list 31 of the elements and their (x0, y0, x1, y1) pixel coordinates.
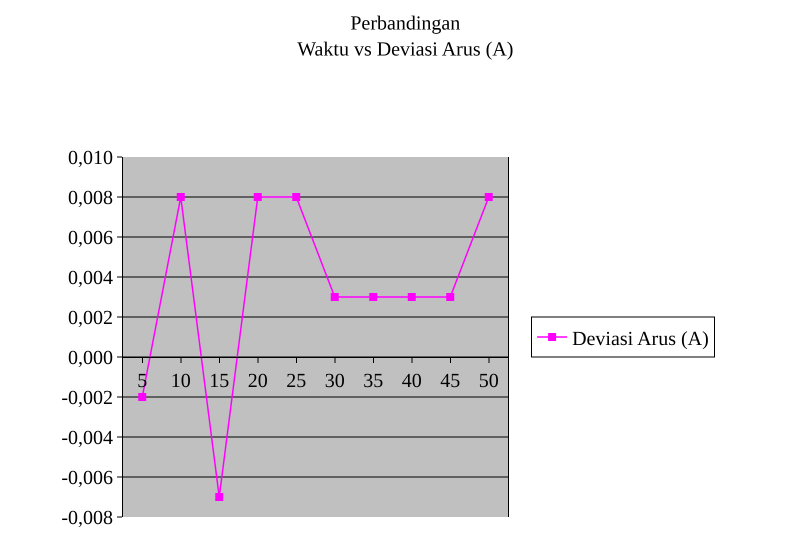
x-tick-label: 30 (324, 370, 345, 392)
legend-label: Deviasi Arus (A) (572, 328, 709, 350)
y-tick-label: -0,008 (61, 507, 113, 529)
y-tick-label: -0,004 (61, 427, 113, 449)
y-tick-label: 0,010 (68, 147, 113, 169)
point (176, 193, 185, 201)
y-tick-label: 0,004 (68, 267, 113, 289)
x-tick-label: 25 (286, 370, 306, 392)
y-tick-label: 0,006 (68, 227, 113, 249)
point (408, 293, 416, 301)
y-tick-label: -0,002 (61, 387, 113, 409)
point (254, 193, 262, 201)
y-tick-label: 0,002 (68, 307, 113, 329)
point (484, 193, 493, 201)
point (215, 493, 224, 501)
x-tick-label: 35 (363, 370, 384, 392)
x-tick-label: 10 (170, 370, 191, 392)
chart-title: Perbandingan Waktu vs Deviasi Arus (A) (297, 12, 514, 61)
point (330, 293, 339, 301)
x-tick-label: 20 (248, 370, 268, 392)
x-tick-label: 45 (440, 370, 460, 392)
x-tick-label: 15 (209, 370, 230, 392)
y-tick-label: 0,000 (68, 347, 113, 369)
y-tick-label: -0,006 (61, 467, 113, 489)
y-tick-label: 0,008 (68, 187, 113, 209)
point (138, 393, 146, 401)
point (292, 193, 300, 201)
point (446, 293, 454, 301)
x-tick-label: 40 (402, 370, 422, 392)
x-tick-label: 50 (478, 370, 499, 392)
point (369, 293, 378, 301)
